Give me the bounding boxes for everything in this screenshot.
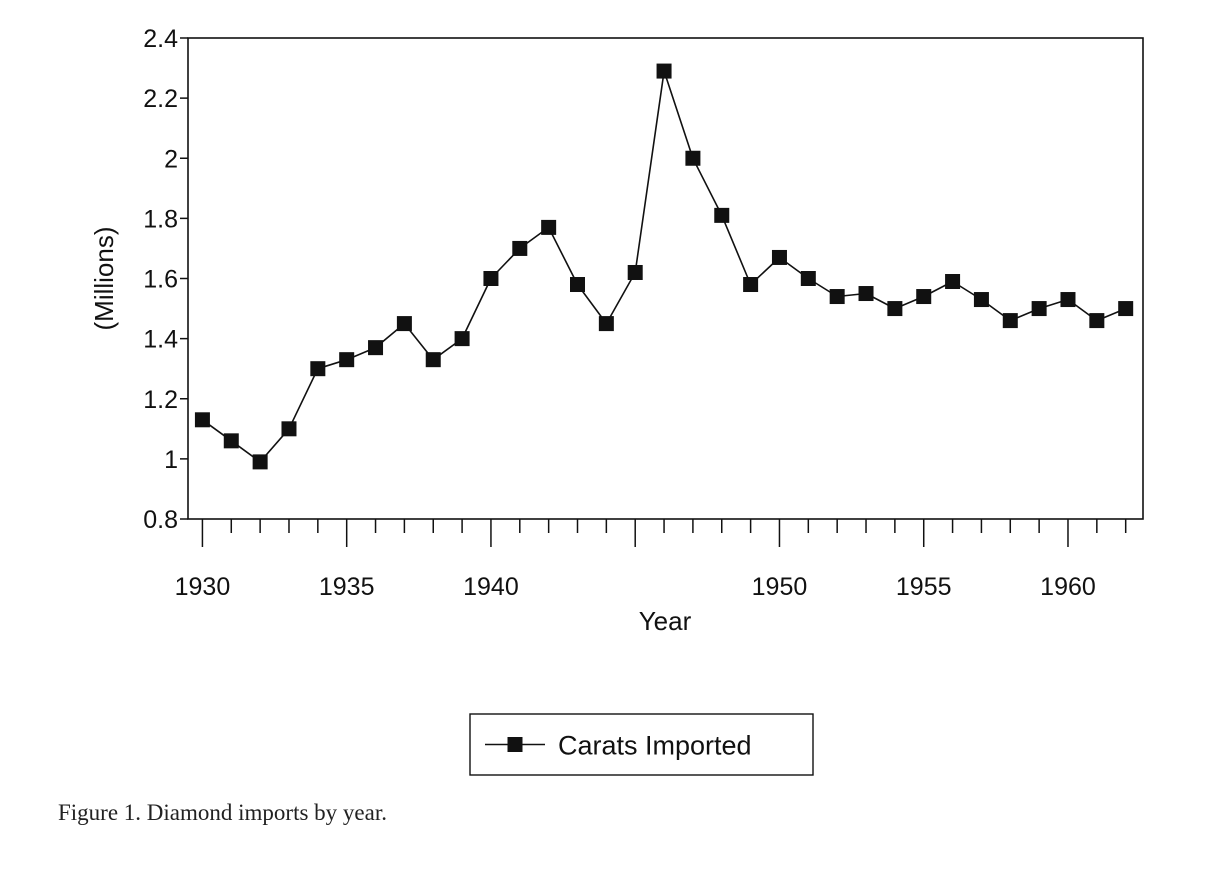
data-point-marker — [858, 286, 874, 302]
y-axis-title: (Millions) — [89, 227, 119, 331]
x-axis-title: Year — [639, 606, 692, 636]
series-layer — [194, 63, 1134, 470]
data-point-marker — [829, 289, 845, 305]
legend: Carats Imported — [469, 713, 814, 776]
y-tick-label: 2.4 — [143, 25, 178, 53]
legend-marker-swatch — [507, 737, 523, 752]
data-point-marker — [483, 271, 499, 286]
data-point-marker — [454, 331, 470, 347]
data-point-marker — [396, 316, 412, 332]
y-tick-label: 1.6 — [143, 266, 178, 294]
data-point-marker — [973, 292, 989, 308]
data-point-marker — [1118, 301, 1134, 317]
y-tick-label: 1 — [164, 446, 178, 474]
x-axis: 1930 1935 1940 1950 1955 1960 — [175, 519, 1127, 601]
data-point-marker — [512, 240, 528, 256]
y-tick-label: 1.4 — [143, 326, 178, 354]
data-point-marker — [1031, 301, 1047, 317]
data-point-marker — [541, 219, 557, 235]
data-point-marker — [916, 289, 932, 305]
data-point-marker — [887, 301, 903, 317]
series-line — [201, 70, 1127, 463]
data-point-marker — [1060, 292, 1076, 308]
data-point-marker — [310, 361, 326, 377]
data-point-marker — [743, 277, 759, 293]
y-axis: 0.8 1 1.2 1.4 1.6 1.8 2 2.2 2.4 — [143, 25, 188, 534]
figure-caption: Figure 1. Diamond imports by year. — [58, 800, 387, 825]
legend-box — [469, 713, 814, 776]
data-point-marker — [1002, 313, 1018, 329]
data-point-marker — [656, 63, 672, 79]
x-tick-label: 1940 — [463, 573, 519, 601]
data-point-marker — [685, 150, 701, 166]
data-point-marker — [368, 340, 384, 356]
data-point-marker — [714, 207, 730, 223]
x-tick-label: 1950 — [752, 573, 808, 601]
data-point-marker — [1089, 313, 1105, 329]
data-point-marker — [945, 274, 961, 290]
data-point-marker — [570, 277, 586, 293]
data-point-marker — [223, 433, 239, 449]
y-tick-label: 0.8 — [143, 506, 178, 534]
data-point-marker — [194, 412, 210, 428]
data-point-marker — [598, 316, 614, 332]
y-tick-label: 2 — [164, 145, 178, 173]
data-point-marker — [281, 421, 297, 437]
data-point-marker — [800, 271, 816, 286]
data-point-marker — [252, 454, 268, 470]
plot-frame — [187, 37, 1144, 520]
x-tick-label: 1935 — [319, 573, 375, 601]
x-tick-label: 1960 — [1040, 573, 1096, 601]
legend-label: Carats Imported — [558, 731, 752, 761]
y-tick-label: 2.2 — [143, 85, 178, 113]
data-point-marker — [339, 352, 355, 368]
y-tick-label: 1.8 — [143, 205, 178, 233]
x-tick-label: 1955 — [896, 573, 952, 601]
data-point-marker — [425, 352, 441, 368]
data-point-marker — [627, 264, 643, 280]
y-tick-label: 1.2 — [143, 386, 178, 414]
x-tick-label: 1930 — [175, 573, 231, 601]
data-point-marker — [771, 249, 787, 265]
plot-border — [187, 37, 1144, 520]
